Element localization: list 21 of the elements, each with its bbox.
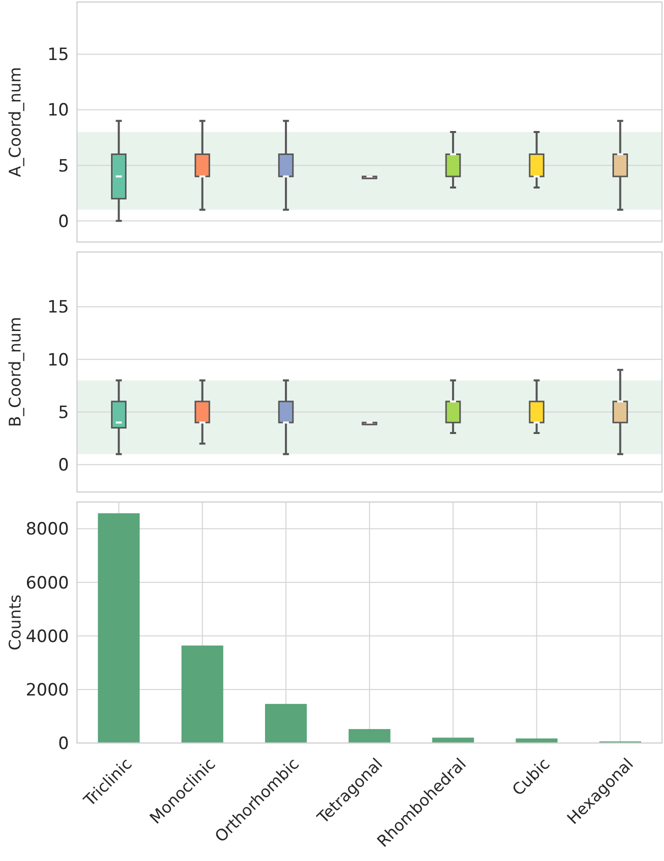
y-tick-label: 5: [58, 156, 69, 176]
bar: [348, 729, 390, 743]
y-tick-label: 2000: [26, 680, 69, 700]
bar: [265, 704, 307, 743]
y-tick-label: 15: [47, 298, 69, 318]
y-axis-title: A_Coord_num: [6, 66, 25, 178]
y-tick-label: 5: [58, 402, 69, 423]
y-tick-label: 6000: [26, 573, 69, 594]
y-tick-label: 4000: [26, 626, 69, 647]
y-tick-label: 0: [58, 456, 69, 476]
y-tick-label: 0: [58, 212, 69, 232]
y-tick-label: 8000: [26, 520, 69, 540]
y-tick-label: 10: [47, 350, 69, 370]
y-tick-label: 10: [47, 100, 69, 121]
y-axis-title: Counts: [6, 594, 25, 650]
bar: [98, 513, 140, 743]
y-axis-title: B_Coord_num: [6, 316, 25, 428]
y-tick-label: 0: [58, 734, 69, 754]
bar: [181, 646, 224, 743]
bar: [432, 738, 474, 743]
y-tick-label: 15: [47, 45, 69, 66]
